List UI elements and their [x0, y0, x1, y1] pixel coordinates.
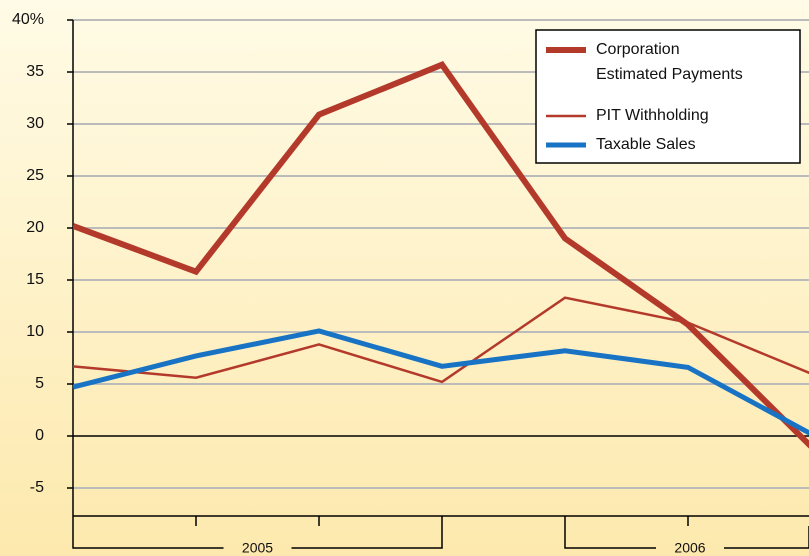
y-tick-label: -5	[30, 479, 44, 496]
y-tick-label: 40%	[12, 11, 44, 28]
group-label: 2005	[242, 540, 273, 556]
legend-line: Estimated Payments	[596, 66, 743, 83]
legend-line: Corporation	[596, 41, 680, 58]
series	[73, 328, 809, 436]
series	[73, 296, 809, 384]
legend-label: Taxable Sales	[596, 136, 696, 153]
y-tick-label: 30	[26, 115, 44, 132]
line	[73, 61, 809, 449]
y-tick-label: 25	[26, 167, 44, 184]
line	[73, 296, 809, 384]
y-tick-label: 0	[35, 427, 44, 444]
group-bracket	[72, 526, 443, 549]
y-tick-label: 10	[26, 323, 44, 340]
line	[73, 328, 809, 436]
y-tick-label: 15	[26, 271, 44, 288]
y-tick-label: 20	[26, 219, 44, 236]
series	[73, 61, 809, 449]
group-bracket	[564, 526, 809, 549]
y-tick-label: 5	[35, 375, 44, 392]
y-tick-label: 35	[26, 63, 44, 80]
legend-label: PIT Withholding	[596, 107, 709, 124]
group-label: 2006	[674, 540, 705, 556]
legend-label: Corporation Estimated Payments	[596, 41, 743, 83]
